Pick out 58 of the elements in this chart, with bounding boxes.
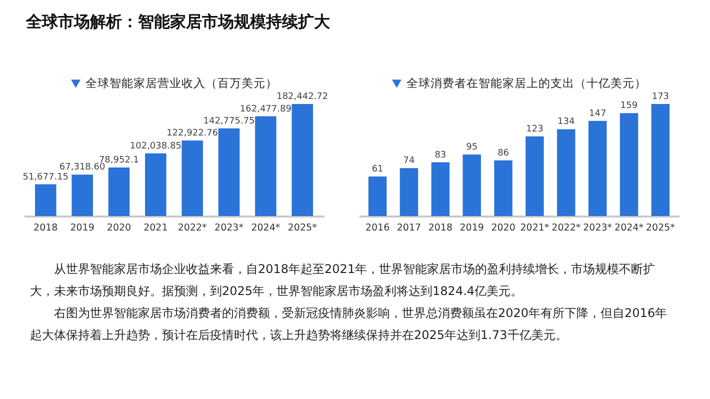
x-tick-label: 2022* xyxy=(552,222,581,234)
data-label: 159 xyxy=(620,101,638,112)
text: 从世界智能家居市场企业收益来看，自2018年起至2021年，世界智能家居市场的盈利持续增长，市场规模不断扩大，未来市场预期良好。据预测，到2025年，世界智能家居市场盈利将达到1824.4亿美元。 xyxy=(30,261,656,300)
x-tick-label: 2016 xyxy=(365,222,390,234)
bar xyxy=(292,104,313,216)
data-label: 134 xyxy=(558,117,576,128)
data-label: 86 xyxy=(498,148,510,158)
data-label: 61 xyxy=(372,164,384,175)
data-label: 182,442.72 xyxy=(276,92,328,102)
x-tick-label: 2021 xyxy=(144,222,168,234)
x-tick-label: 2018 xyxy=(428,222,453,234)
x-tick-label: 2020 xyxy=(106,222,132,234)
bar xyxy=(431,162,450,216)
bar xyxy=(462,154,481,216)
bar xyxy=(494,160,512,216)
data-label: 142,775.75 xyxy=(203,116,255,126)
legend-label: 全球智能家居营业收入（百万美元） xyxy=(86,76,278,90)
bar xyxy=(255,116,276,216)
data-label: 51,677.15 xyxy=(22,172,69,182)
bar xyxy=(182,140,203,216)
x-tick-label: 2019 xyxy=(70,222,94,234)
data-label: 74 xyxy=(403,156,415,166)
bar xyxy=(400,168,418,216)
chart-title: 全球市场解析：智能家居市场规模持续扩大 xyxy=(26,12,330,33)
data-label: 102,038.85 xyxy=(130,141,182,152)
bar xyxy=(526,136,544,216)
x-tick-label: 2024* xyxy=(614,222,644,234)
bar xyxy=(145,153,166,216)
data-label: 122,922.76 xyxy=(166,128,218,139)
x-tick-label: 2024* xyxy=(251,222,280,234)
bar xyxy=(218,128,240,216)
x-tick-label: 2023* xyxy=(583,222,612,234)
x-tick-label: 2021* xyxy=(520,222,550,234)
x-tick-label: 2023* xyxy=(214,222,244,234)
data-label: 83 xyxy=(434,150,446,160)
text: 右图为世界智能家居市场消费者的消费额，受新冠疫情肺炎影响，世界总消费额虽在2020年有所下降，但自2016年起大体保持着上升趋势，预计在后疫情时代，该上升趋势将继续保持并在2025年达到1.73千亿美元。 xyxy=(30,305,668,344)
x-tick-label: 2020 xyxy=(491,222,516,234)
x-tick-label: 2025* xyxy=(288,222,318,234)
data-label: 162,477.89 xyxy=(240,104,292,114)
x-tick-label: 2022* xyxy=(178,222,208,234)
bar xyxy=(108,168,130,216)
x-tick-label: 2025* xyxy=(646,222,676,234)
legend-label: 全球消费者在智能家居上的支出（十亿美元） xyxy=(406,76,646,90)
bar xyxy=(620,113,638,216)
bar xyxy=(72,174,93,216)
data-label: 147 xyxy=(588,108,606,119)
data-label: 67,318.60 xyxy=(59,162,106,173)
data-label: 173 xyxy=(652,92,670,102)
bar xyxy=(557,129,576,216)
data-label: 95 xyxy=(466,142,478,152)
bar xyxy=(588,120,607,216)
x-tick-label: 2017 xyxy=(396,222,422,234)
x-tick-label: 2019 xyxy=(460,222,484,234)
data-label: 123 xyxy=(526,124,544,134)
bar xyxy=(35,184,56,216)
bar xyxy=(368,176,387,216)
bar xyxy=(651,104,670,216)
x-tick-label: 2018 xyxy=(34,222,58,234)
